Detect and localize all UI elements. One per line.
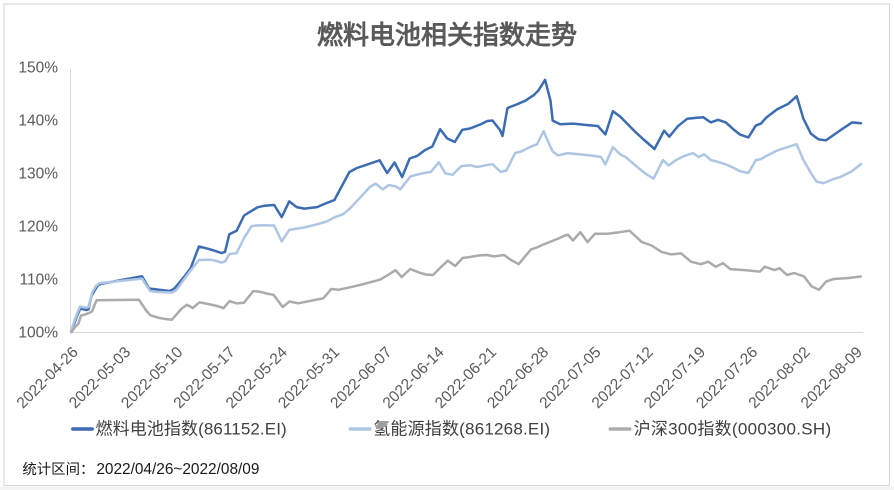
svg-text:统计区间：2022/04/26~2022/08/09: 统计区间： 2022/04/26~2022/08/09 — [22, 461, 259, 478]
svg-text:130%: 130% — [18, 165, 58, 182]
svg-text:150%: 150% — [18, 59, 58, 76]
svg-text:100%: 100% — [18, 324, 58, 341]
svg-text:140%: 140% — [18, 112, 58, 129]
svg-text:110%: 110% — [20, 271, 59, 288]
svg-text:沪深300指数(000300.SH): 沪深300指数(000300.SH) — [634, 420, 832, 439]
svg-text:120%: 120% — [18, 218, 58, 235]
svg-text:燃料电池指数(861152.EI): 燃料电池指数(861152.EI) — [96, 420, 287, 439]
svg-text:燃料电池相关指数走势: 燃料电池相关指数走势 — [317, 20, 577, 50]
svg-text:氢能源指数(861268.EI): 氢能源指数(861268.EI) — [373, 420, 550, 439]
